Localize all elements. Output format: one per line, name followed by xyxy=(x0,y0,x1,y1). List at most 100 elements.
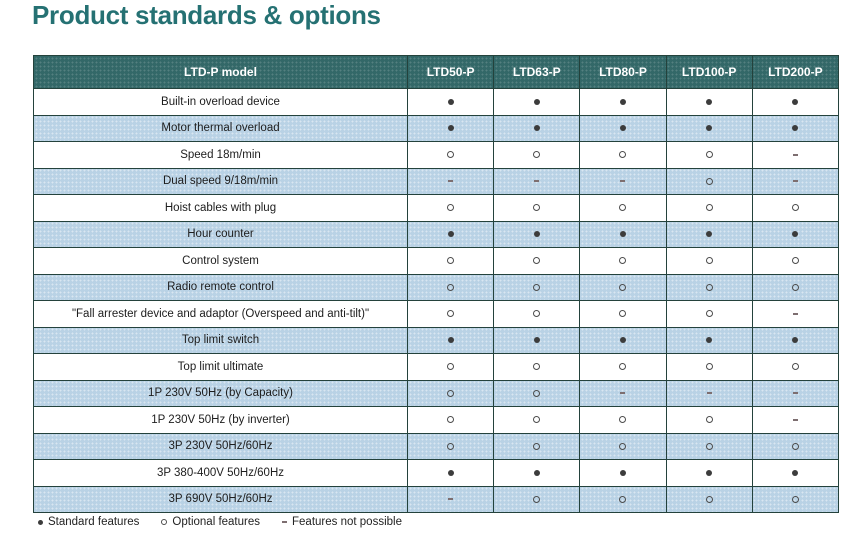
product-standards-table: LTD-P model LTD50-P LTD63-P LTD80-P LTD1… xyxy=(33,55,839,513)
feature-value-cell xyxy=(406,379,495,407)
standard-marker-icon xyxy=(619,98,626,105)
standard-marker-icon xyxy=(447,231,454,238)
table-row: Top limit ultimate xyxy=(33,353,839,381)
feature-value-cell xyxy=(665,167,753,195)
feature-value-cell xyxy=(665,194,753,222)
feature-value-cell xyxy=(665,459,753,487)
legend-optional: Optional features xyxy=(161,516,260,528)
feature-value-cell xyxy=(406,194,495,222)
standard-marker-icon xyxy=(792,98,799,105)
feature-value-cell xyxy=(493,459,581,487)
optional-marker-icon xyxy=(533,283,541,291)
table-header-row: LTD-P model LTD50-P LTD63-P LTD80-P LTD1… xyxy=(33,55,839,89)
feature-value-cell xyxy=(493,167,581,195)
standard-marker-icon xyxy=(38,519,43,525)
feature-value-cell xyxy=(579,273,667,301)
legend-standard: Standard features xyxy=(38,516,139,528)
legend: Standard features Optional features Feat… xyxy=(38,516,402,528)
optional-marker-icon xyxy=(533,389,541,397)
optional-marker-icon xyxy=(705,416,713,424)
optional-marker-icon xyxy=(791,363,799,371)
feature-value-cell xyxy=(665,432,753,460)
feature-value-cell xyxy=(665,88,753,116)
table-header: LTD-P model LTD50-P LTD63-P LTD80-P LTD1… xyxy=(33,55,839,89)
feature-label: 3P 690V 50Hz/60Hz xyxy=(33,485,408,513)
optional-marker-icon xyxy=(619,442,627,450)
feature-value-cell xyxy=(579,167,667,195)
standard-marker-icon xyxy=(792,125,799,132)
standard-marker-icon xyxy=(706,125,713,132)
standard-marker-icon xyxy=(792,231,799,238)
feature-value-cell xyxy=(406,432,495,460)
optional-marker-icon xyxy=(619,151,627,159)
table-row: Top limit switch xyxy=(33,326,839,354)
feature-value-cell xyxy=(751,300,839,328)
feature-label: 1P 230V 50Hz (by inverter) xyxy=(33,406,408,434)
optional-marker-icon xyxy=(533,310,541,318)
feature-value-cell xyxy=(751,114,839,142)
feature-value-cell xyxy=(751,379,839,407)
optional-marker-icon xyxy=(705,283,713,291)
feature-value-cell xyxy=(751,273,839,301)
optional-marker-icon xyxy=(447,204,455,212)
not-possible-marker-icon xyxy=(620,180,626,183)
table-row: Built-in overload device xyxy=(33,88,839,116)
feature-value-cell xyxy=(579,379,667,407)
feature-label: Built-in overload device xyxy=(33,88,408,116)
header-ltd50p: LTD50-P xyxy=(406,55,495,89)
feature-value-cell xyxy=(665,353,753,381)
table-row: Hoist cables with plug xyxy=(33,194,839,222)
header-ltd63p: LTD63-P xyxy=(493,55,581,89)
standard-marker-icon xyxy=(533,469,540,476)
feature-label: Control system xyxy=(33,247,408,275)
feature-value-cell xyxy=(579,406,667,434)
feature-value-cell xyxy=(579,114,667,142)
standard-marker-icon xyxy=(619,231,626,238)
standard-marker-icon xyxy=(447,98,454,105)
feature-value-cell xyxy=(406,273,495,301)
table-row: 3P 690V 50Hz/60Hz xyxy=(33,485,839,513)
feature-value-cell xyxy=(493,432,581,460)
feature-value-cell xyxy=(406,247,495,275)
optional-marker-icon xyxy=(705,177,713,185)
optional-marker-icon xyxy=(705,363,713,371)
feature-value-cell xyxy=(751,353,839,381)
standard-marker-icon xyxy=(447,469,454,476)
table-row: 1P 230V 50Hz (by inverter) xyxy=(33,406,839,434)
standard-marker-icon xyxy=(792,337,799,344)
not-possible-marker-icon xyxy=(448,498,454,501)
table-body: Built-in overload device Motor thermal ov… xyxy=(33,88,839,513)
optional-marker-icon xyxy=(619,310,627,318)
feature-value-cell xyxy=(751,88,839,116)
feature-value-cell xyxy=(579,353,667,381)
feature-label: Radio remote control xyxy=(33,273,408,301)
optional-marker-icon xyxy=(447,442,455,450)
feature-value-cell xyxy=(579,485,667,513)
feature-value-cell xyxy=(493,353,581,381)
optional-marker-icon xyxy=(705,495,713,503)
standard-marker-icon xyxy=(619,469,626,476)
not-possible-marker-icon xyxy=(448,180,454,183)
optional-marker-icon xyxy=(619,495,627,503)
standard-marker-icon xyxy=(706,98,713,105)
legend-standard-label: Standard features xyxy=(48,516,140,528)
feature-label: Top limit ultimate xyxy=(33,353,408,381)
feature-value-cell xyxy=(493,141,581,169)
feature-value-cell xyxy=(493,379,581,407)
standard-marker-icon xyxy=(706,337,713,344)
header-ltd80p: LTD80-P xyxy=(579,55,667,89)
not-possible-marker-icon xyxy=(706,392,712,395)
legend-not-possible-label: Features not possible xyxy=(292,516,402,528)
feature-value-cell xyxy=(665,326,753,354)
feature-value-cell xyxy=(493,247,581,275)
feature-label: Speed 18m/min xyxy=(33,141,408,169)
feature-value-cell xyxy=(665,379,753,407)
feature-value-cell xyxy=(406,88,495,116)
feature-value-cell xyxy=(665,141,753,169)
feature-value-cell xyxy=(579,141,667,169)
standard-marker-icon xyxy=(706,231,713,238)
optional-marker-icon xyxy=(791,495,799,503)
feature-value-cell xyxy=(406,353,495,381)
header-model-col: LTD-P model xyxy=(33,55,408,89)
